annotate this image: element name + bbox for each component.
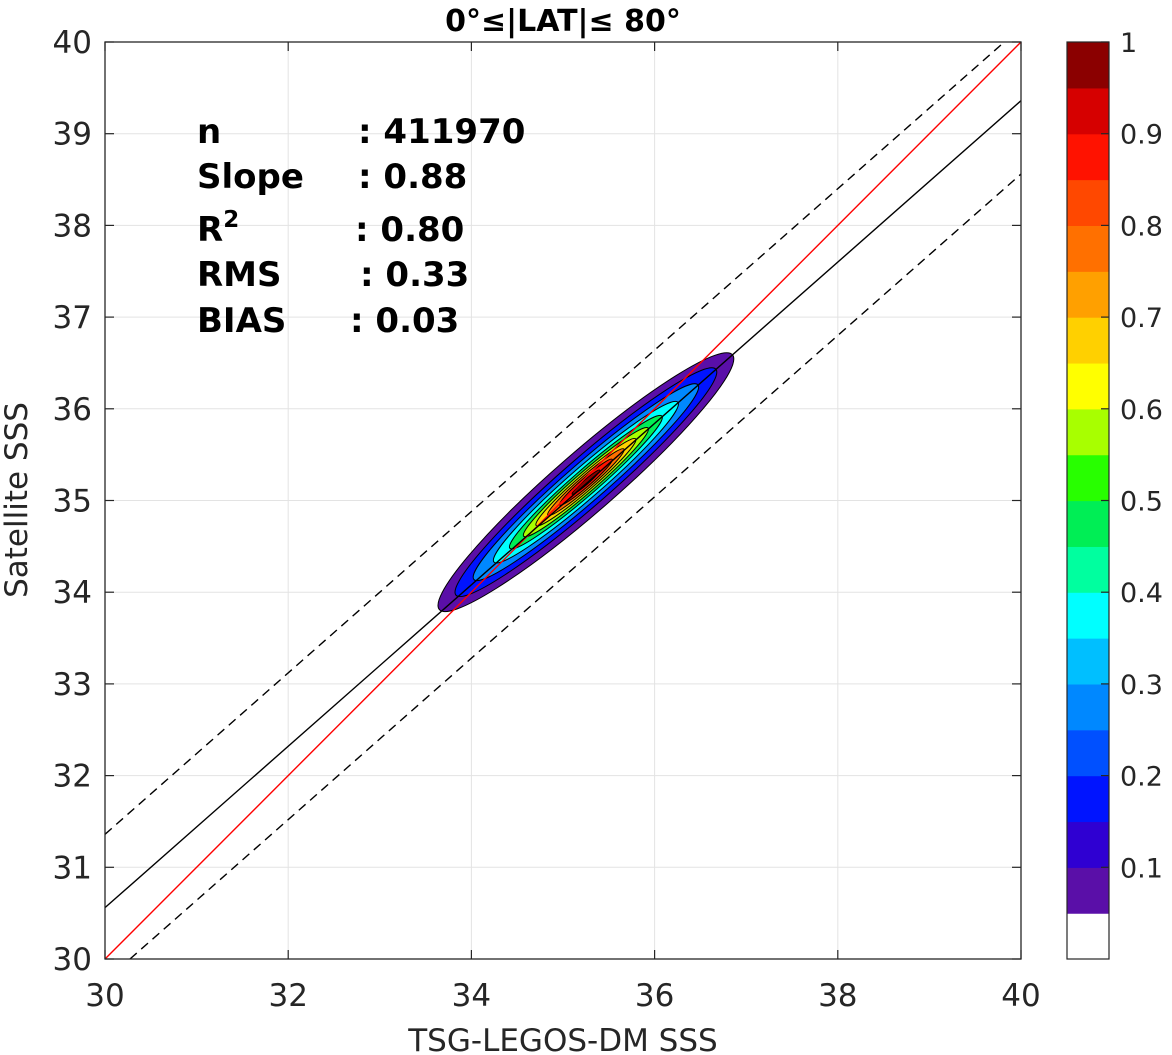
colorbar-tick-label: 0.1 bbox=[1120, 853, 1163, 884]
stats-box: n : 411970 Slope : 0.88 R2 : 0.80 RMS : 0.33 BIA… bbox=[197, 112, 525, 341]
x-tick-label: 32 bbox=[268, 978, 307, 1014]
colorbar-segment bbox=[1067, 362, 1109, 410]
colorbar-tick-label: 0.6 bbox=[1120, 395, 1163, 426]
colorbar-segment bbox=[1067, 592, 1109, 639]
density-contour-10 bbox=[571, 469, 601, 495]
colorbar-tick-label: 0.3 bbox=[1120, 670, 1163, 701]
colorbar-segment bbox=[1067, 913, 1109, 960]
stat-label: Slope bbox=[197, 157, 304, 197]
x-tick-label: 36 bbox=[635, 978, 674, 1014]
colorbar-segment bbox=[1067, 87, 1109, 135]
colorbar-segment bbox=[1067, 42, 1109, 89]
colorbar-segment bbox=[1067, 408, 1109, 456]
stat-value: : 0.88 bbox=[358, 157, 467, 197]
grid bbox=[105, 42, 1021, 959]
y-tick-label: 33 bbox=[53, 667, 92, 703]
stat-value: : 0.80 bbox=[355, 210, 464, 250]
colorbar-segment bbox=[1067, 821, 1109, 868]
colorbar-segment bbox=[1067, 179, 1109, 226]
stat-value: : 0.33 bbox=[360, 255, 469, 295]
colorbar-segment bbox=[1067, 775, 1109, 823]
stat-value: : 411970 bbox=[358, 112, 525, 152]
chart-title: 0°≤|LAT|≤ 80° bbox=[445, 4, 681, 39]
x-tick-label: 38 bbox=[818, 978, 857, 1014]
y-tick-label: 31 bbox=[53, 850, 92, 886]
stat-value: : 0.03 bbox=[350, 301, 459, 341]
y-tick-label: 34 bbox=[53, 575, 92, 611]
y-axis-label: Satellite SSS bbox=[0, 402, 35, 598]
colorbar-segment bbox=[1067, 133, 1109, 181]
colorbar: 0.1 0.2 0.3 0.4 0.5 0.6 0.7 0.8 0.9 1 bbox=[1066, 28, 1163, 960]
y-tick-label: 32 bbox=[53, 759, 92, 795]
regression-lines bbox=[104, 41, 1022, 960]
stat-label: n bbox=[197, 112, 221, 152]
line-1:1 bbox=[104, 41, 1022, 960]
stat-label: R2 bbox=[197, 207, 239, 250]
y-tick-label: 37 bbox=[53, 300, 92, 336]
colorbar-tick-label: 0.7 bbox=[1120, 303, 1163, 334]
colorbar-segment bbox=[1067, 867, 1109, 914]
colorbar-tick-label: 0.5 bbox=[1120, 487, 1163, 518]
y-tick-label: 35 bbox=[53, 484, 92, 520]
colorbar-segment bbox=[1067, 546, 1109, 593]
colorbar-segment bbox=[1067, 317, 1109, 364]
colorbar-segment bbox=[1067, 729, 1109, 777]
colorbar-segment bbox=[1067, 271, 1109, 318]
colorbar-segment bbox=[1067, 638, 1109, 685]
colorbar-tick-label: 0.4 bbox=[1120, 578, 1163, 609]
x-tick-label: 30 bbox=[85, 978, 124, 1014]
colorbar-tick-label: 0.8 bbox=[1120, 211, 1163, 242]
colorbar-tick-label: 0.9 bbox=[1120, 120, 1163, 151]
x-tick-label: 40 bbox=[1001, 978, 1040, 1014]
colorbar-tick-label: 0.2 bbox=[1120, 762, 1163, 793]
colorbar-tick-label: 1 bbox=[1120, 28, 1137, 59]
x-axis-label: TSG-LEGOS-DM SSS bbox=[407, 1023, 717, 1055]
x-tick-label: 34 bbox=[452, 978, 491, 1014]
line-fit- bbox=[129, 173, 1022, 960]
y-tick-label: 30 bbox=[53, 942, 92, 978]
colorbar-segment bbox=[1067, 683, 1109, 731]
stat-label: BIAS bbox=[197, 301, 286, 341]
y-tick-label: 39 bbox=[53, 117, 92, 153]
line-fit bbox=[104, 100, 1022, 909]
colorbar-segment bbox=[1067, 500, 1109, 547]
y-tick-label: 36 bbox=[53, 392, 92, 428]
y-tick-label: 40 bbox=[53, 25, 92, 61]
colorbar-segment bbox=[1067, 225, 1109, 272]
colorbar-segment bbox=[1067, 454, 1109, 502]
line-fit+ bbox=[104, 41, 1005, 835]
axis-ticks: 30 32 34 36 38 40 30 31 32 33 34 35 36 37 38 39 40 bbox=[53, 25, 1041, 1014]
stat-label: RMS bbox=[197, 255, 282, 295]
y-tick-label: 38 bbox=[53, 208, 92, 244]
